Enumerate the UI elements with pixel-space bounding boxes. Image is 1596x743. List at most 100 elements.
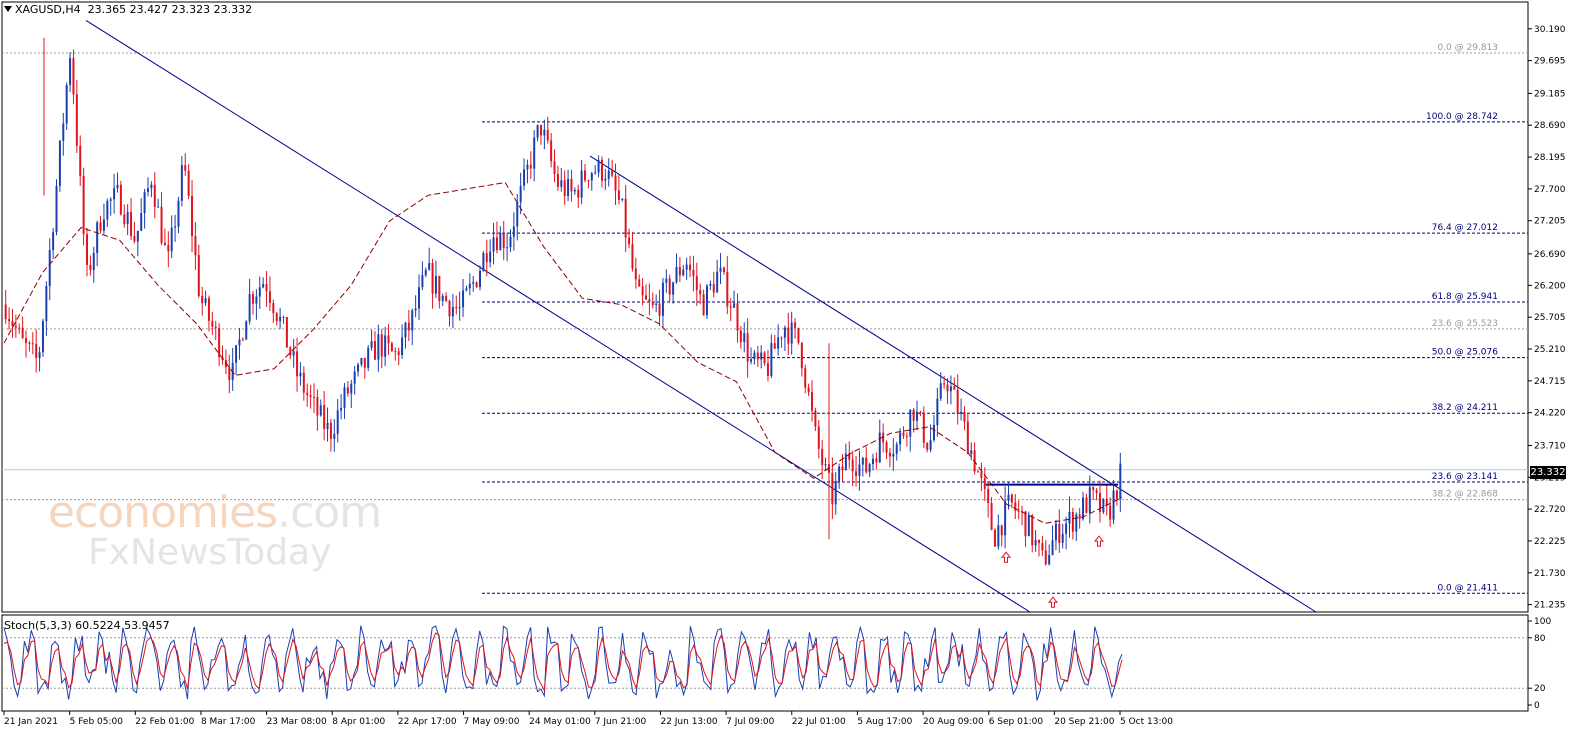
candle-body [668,278,671,295]
stochastic-y-tick-label: 80 [1534,634,1546,644]
candle-body [702,294,705,316]
candle-body [265,284,268,292]
candle-body [580,170,583,198]
candle-body [932,425,935,441]
candle-body [136,230,139,242]
candle-body [1105,498,1108,506]
candle-body [766,363,769,377]
candle-body [780,337,783,339]
candle-body [1010,494,1013,503]
candle-body [682,269,685,276]
candle-body [106,200,109,220]
candle-body [119,184,122,215]
candle-body [553,161,556,174]
candle-body [353,371,356,384]
candle-body [187,170,190,196]
candle-body [174,226,177,228]
candle-body [1082,497,1085,519]
candle-body [319,405,322,416]
y-tick-label: 25.705 [1534,313,1566,323]
candle-body [214,326,217,328]
candle-body [153,184,156,207]
candle-body [1095,490,1098,494]
candle-body [292,351,295,356]
candle-body [323,405,326,429]
candle-body [79,145,82,176]
candle-body [82,175,85,235]
candle-body [861,457,864,465]
candle-body [939,383,942,399]
candle-body [594,172,597,174]
candle-body [245,321,248,340]
candle-body [1115,490,1118,499]
candle-body [28,342,31,344]
candle-body [465,288,468,291]
candle-body [384,335,387,357]
candle-body [462,290,465,308]
candle-body [709,284,712,286]
stochastic-y-tick-label: 0 [1534,701,1540,711]
candle-body [651,301,654,306]
candle-body [868,464,871,473]
y-tick-label: 21.235 [1534,601,1566,611]
candle-body [143,191,146,213]
candle-body [736,303,739,331]
candle-body [296,351,299,377]
candle-body [838,466,841,482]
candle-body [458,307,461,309]
candle-body [672,282,675,295]
candle-body [350,383,353,394]
candle-body [729,306,732,308]
candle-body [712,284,715,293]
candle-body [397,351,400,356]
candle-body [248,294,251,322]
candle-body [360,357,363,365]
candle-body [133,236,136,242]
candle-body [631,244,634,269]
candle-body [1065,523,1068,534]
candle-body [722,267,725,272]
x-tick-label: 5 Feb 05:00 [70,717,124,727]
candle-body [1051,540,1054,556]
candle-body [197,255,200,296]
y-tick-label: 27.205 [1534,217,1566,227]
candle-body [794,322,797,328]
stochastic-header: Stoch(5,3,3) 60.5224 53.9457 [4,619,170,632]
candle-body [875,458,878,463]
candle-body [1119,463,1122,499]
candle-body [48,250,51,287]
candle-body [824,464,827,466]
candle-body [218,327,221,358]
candle-body [617,190,620,200]
candle-body [943,383,946,385]
candle-body [109,199,112,201]
candle-body [31,343,34,345]
fibonacci-level-label: 100.0 @ 28.742 [1426,112,1498,122]
candle-body [811,392,814,411]
candle-body [977,471,980,473]
candle-body [475,282,478,287]
candle-body [655,303,658,306]
candle-body [675,266,678,283]
candle-body [41,321,44,353]
candle-body [414,308,417,311]
y-tick-label: 22.720 [1534,505,1566,515]
candle-body [343,387,346,408]
candle-body [370,341,373,348]
candle-body [191,195,194,237]
candle-body [421,275,424,288]
candle-body [509,236,512,248]
candle-body [201,295,204,304]
candle-body [211,320,214,327]
candle-body [987,488,990,504]
stochastic-main-line [3,625,1123,701]
candle-body [546,129,549,141]
collapse-triangle-icon[interactable] [4,6,12,12]
candle-body [993,529,996,547]
fibonacci-level-label: 23.6 @ 25.523 [1432,319,1498,329]
fibonacci-level-label: 38.2 @ 22.868 [1432,490,1499,500]
candle-body [719,267,722,272]
candle-body [177,200,180,227]
